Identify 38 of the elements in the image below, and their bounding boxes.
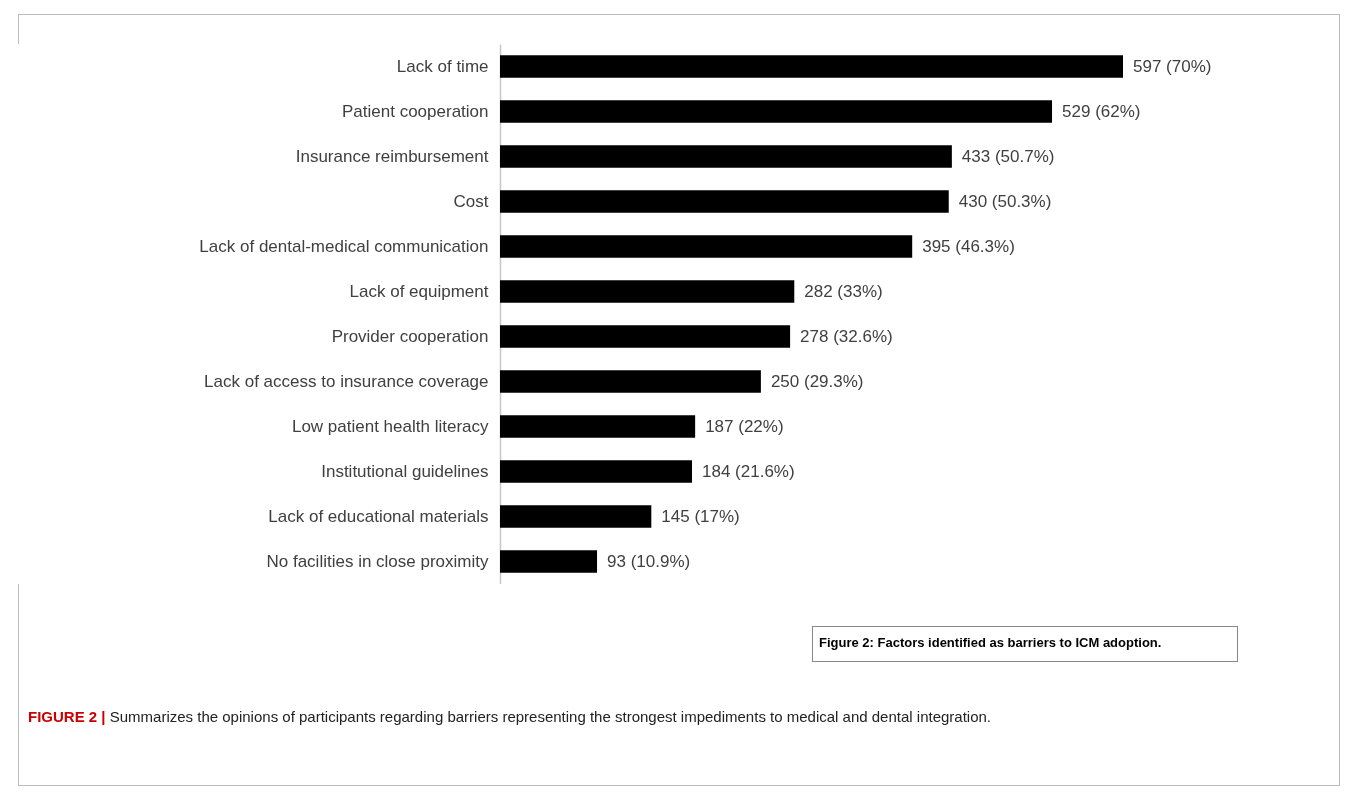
y-tick-label: No facilities in close proximity (266, 551, 489, 571)
y-tick-label: Lack of time (396, 56, 489, 76)
y-tick-label: Lack of dental-medical communication (199, 236, 489, 256)
bar (500, 550, 598, 573)
data-label: 93 (10.9%) (607, 551, 691, 571)
y-tick-label: Cost (453, 191, 489, 211)
data-label: 529 (62%) (1062, 101, 1141, 121)
bar (500, 505, 652, 528)
data-label: 145 (17%) (661, 506, 740, 526)
bar (500, 100, 1053, 123)
bar (500, 325, 791, 348)
caption: FIGURE 2 | Summarizes the opinions of participants regarding barriers representing the strongest impediments to medical and dental integration. (28, 708, 992, 725)
y-tick-label: Provider cooperation (331, 326, 489, 346)
data-label: 250 (29.3%) (770, 371, 864, 391)
data-label: 282 (33%) (804, 281, 883, 301)
data-label: 278 (32.6%) (800, 326, 893, 346)
caption: Figure 2: Factors identified as barriers to ICM adoption. (812, 626, 1238, 662)
bar (500, 235, 913, 258)
data-label: 597 (70%) (1133, 56, 1212, 76)
bar (500, 370, 761, 393)
data-label: 433 (50.7%) (961, 146, 1055, 166)
y-tick-label: Lack of educational materials (268, 506, 489, 526)
bar (500, 145, 952, 168)
y-tick-label: Low patient health literacy (291, 416, 489, 436)
y-tick-label: Institutional guidelines (321, 461, 489, 481)
data-label: 430 (50.3%) (958, 191, 1052, 211)
data-label: 184 (21.6%) (702, 461, 795, 481)
y-tick-label: Patient cooperation (342, 101, 489, 121)
data-label: 187 (22%) (705, 416, 784, 436)
data-label: 395 (46.3%) (922, 236, 1015, 256)
bar (500, 190, 949, 213)
bar (500, 460, 693, 483)
y-tick-label: Lack of equipment (349, 281, 489, 301)
y-tick-label: Lack of access to insurance coverage (204, 371, 489, 391)
bar (500, 55, 1123, 78)
y-tick-label: Insurance reimbursement (295, 146, 489, 166)
bar (500, 415, 696, 438)
bar (500, 280, 795, 303)
